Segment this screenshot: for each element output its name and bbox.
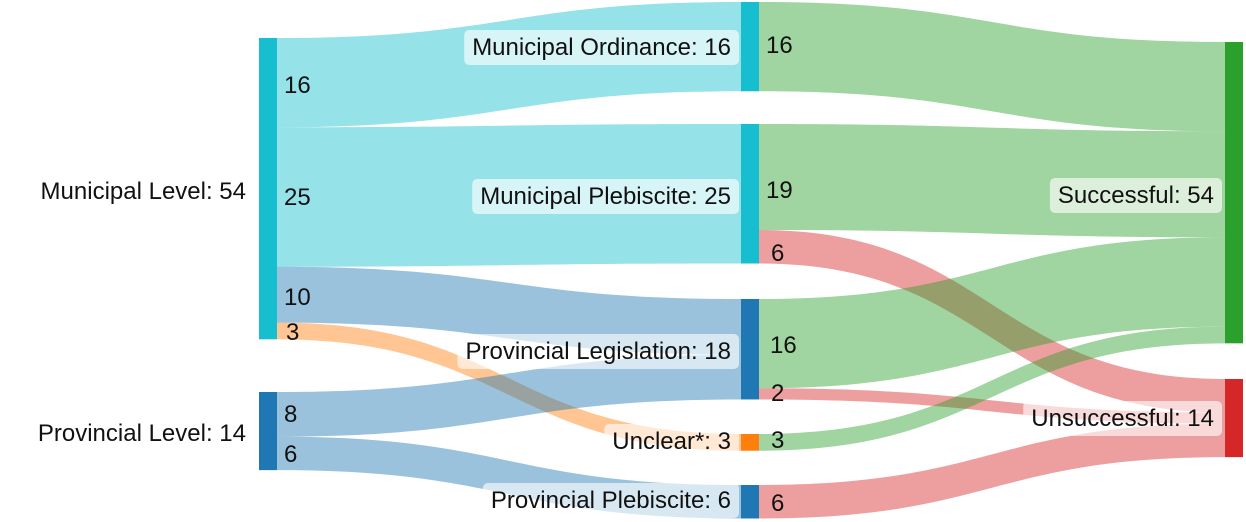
node-bar-municipal-level[interactable] [259,38,277,340]
flow-link-provincial-plebiscite-to-unsuccessful[interactable] [759,423,1225,519]
link-label: 2 [771,380,784,407]
node-bar-municipal-plebiscite[interactable] [741,124,759,264]
link-label: 25 [284,184,311,211]
node-bar-municipal-ordinance[interactable] [741,2,759,92]
node-bar-unclear[interactable] [741,434,759,451]
node-bar-provincial-legislation[interactable] [741,299,759,400]
label-background-provincial-legislation [457,334,739,369]
flow-link-unclear-to-successful[interactable] [759,326,1225,451]
nodes-layer [259,2,1243,519]
label-background-unclear [604,424,739,459]
links-layer [277,2,1225,519]
node-label-provincial-level: Provincial Level: 14 [38,420,246,447]
label-background-successful [1049,178,1222,213]
flow-link-municipal-ordinance-to-successful[interactable] [759,2,1225,132]
label-background-provincial-plebiscite [482,483,739,518]
node-label-municipal-plebiscite: Municipal Plebiscite: 25 [480,183,731,210]
link-label: 8 [284,401,297,428]
flow-link-municipal-plebiscite-to-unsuccessful[interactable] [759,230,1225,413]
link-label: 10 [284,284,311,311]
link-label: 3 [771,427,784,454]
flow-link-municipal-level-to-unclear[interactable] [277,322,741,451]
node-bar-unsuccessful[interactable] [1225,379,1243,458]
label-backgrounds [457,30,1222,518]
label-background-municipal-ordinance [464,30,739,65]
flow-link-provincial-legislation-to-successful[interactable] [759,237,1225,389]
link-label: 6 [771,240,784,267]
link-label: 16 [770,332,797,359]
node-bar-successful[interactable] [1225,42,1243,344]
node-label-successful: Successful: 54 [1058,182,1214,209]
node-bar-provincial-level[interactable] [259,392,277,471]
link-label: 16 [284,72,311,99]
flow-link-provincial-level-to-provincial-legislation[interactable] [277,354,741,437]
link-label: 6 [771,490,784,517]
node-label-provincial-legislation: Provincial Legislation: 18 [466,338,732,365]
label-background-municipal-plebiscite [472,179,739,214]
node-label-provincial-plebiscite: Provincial Plebiscite: 6 [491,487,731,514]
link-label: 16 [766,32,793,59]
link-label: 6 [284,441,297,468]
node-label-municipal-ordinance: Municipal Ordinance: 16 [472,34,731,61]
link-label: 3 [286,319,299,346]
node-label-unclear: Unclear*: 3 [612,428,731,455]
label-background-unsuccessful [1023,401,1222,436]
node-label-unsuccessful: Unsuccessful: 14 [1031,405,1214,432]
flow-link-municipal-level-to-provincial-legislation[interactable] [277,266,741,355]
node-label-municipal-level: Municipal Level: 54 [41,178,246,205]
link-label: 19 [766,177,793,204]
node-bar-provincial-plebiscite[interactable] [741,485,759,519]
labels-layer: Municipal Level: 54 Provincial Level: 14… [38,32,1214,517]
